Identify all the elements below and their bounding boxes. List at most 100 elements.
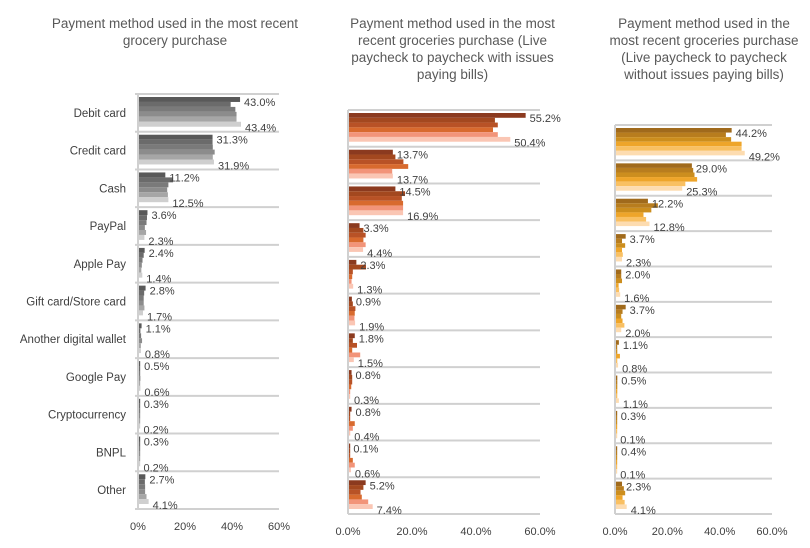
- bar-s2: [349, 485, 364, 490]
- category-label: Credit card: [70, 146, 126, 158]
- category-label: Debit card: [74, 108, 126, 120]
- bar-s2: [349, 154, 396, 160]
- data-label-first: 11.2%: [169, 172, 200, 184]
- bar-s2: [349, 301, 353, 307]
- bar-s4: [349, 494, 362, 500]
- bar-s1: [139, 474, 146, 480]
- bar-s4: [349, 347, 353, 353]
- bar-s6: [349, 173, 393, 179]
- chart-title: Payment method used in the most recent g…: [609, 16, 799, 82]
- bar-s2: [349, 264, 366, 270]
- bar-s5: [139, 380, 141, 386]
- bar-s6: [616, 186, 683, 191]
- category-label: Cash: [99, 183, 126, 195]
- bar-s2: [349, 227, 364, 233]
- bar-s4: [616, 247, 623, 253]
- bar-s6: [349, 247, 364, 252]
- bar-s1: [616, 234, 626, 239]
- bar-s4: [349, 164, 409, 169]
- bar-s6: [616, 327, 622, 333]
- bar-s6: [616, 221, 650, 227]
- bar-s4: [616, 353, 620, 359]
- bar-s4: [349, 384, 352, 390]
- bar-s6: [349, 504, 373, 509]
- bar-s5: [139, 154, 213, 160]
- bar-s5: [139, 267, 142, 273]
- bar-s6: [616, 398, 619, 403]
- bar-s4: [349, 237, 364, 243]
- bar-s4: [616, 318, 623, 324]
- bar-s4: [139, 489, 146, 495]
- bar-s3: [616, 490, 626, 496]
- bar-s1: [349, 259, 357, 265]
- bar-s4: [616, 177, 698, 182]
- bar-s2: [616, 274, 622, 279]
- bar-s1: [349, 370, 352, 375]
- data-label-last: 0.2%: [143, 425, 168, 437]
- bar-s2: [139, 366, 141, 371]
- bar-s1: [139, 172, 166, 178]
- data-label-first: 0.3%: [621, 411, 646, 423]
- bar-s2: [139, 403, 141, 409]
- bar-s5: [139, 418, 141, 424]
- bar-s5: [616, 393, 618, 399]
- bar-s2: [139, 139, 213, 145]
- bar-s1: [349, 223, 360, 228]
- bar-s4: [349, 200, 404, 206]
- data-label-last: 7.4%: [377, 505, 402, 517]
- data-label-first: 0.9%: [356, 297, 381, 309]
- bar-s3: [139, 446, 141, 452]
- bar-s1: [139, 436, 141, 442]
- bar-s1: [349, 113, 526, 118]
- data-label-first: 0.3%: [144, 399, 169, 411]
- bar-s5: [616, 216, 647, 222]
- bar-s2: [616, 309, 623, 314]
- bar-s4: [349, 421, 355, 426]
- data-label-first: 0.5%: [621, 376, 646, 388]
- data-label-last: 0.1%: [620, 434, 645, 446]
- bar-s4: [139, 300, 144, 306]
- bar-s2: [616, 380, 618, 385]
- category-label: Other: [97, 485, 126, 497]
- data-label-last: 1.9%: [359, 321, 384, 333]
- bar-s4: [139, 262, 142, 268]
- bar-s5: [349, 462, 355, 468]
- bar-s3: [139, 220, 147, 226]
- bar-s4: [349, 457, 353, 463]
- bar-s1: [616, 198, 648, 204]
- bar-s3: [616, 207, 652, 213]
- data-label-first: 0.8%: [356, 370, 381, 382]
- x-tick-label: 40%: [221, 521, 243, 533]
- data-label-first: 0.8%: [356, 407, 381, 419]
- data-label-last: 2.0%: [625, 328, 650, 340]
- bar-s3: [349, 453, 351, 458]
- category-label: PayPal: [90, 221, 126, 233]
- bar-s6: [616, 150, 745, 156]
- data-label-last: 1.3%: [357, 285, 382, 297]
- chart-title: Payment method used in the most recent g…: [350, 16, 555, 82]
- bar-s6: [616, 433, 618, 439]
- bar-s3: [349, 306, 356, 311]
- bar-s1: [349, 406, 352, 412]
- bar-s3: [139, 257, 143, 263]
- data-label-first: 3.7%: [630, 305, 655, 317]
- data-label-first: 2.3%: [626, 482, 651, 494]
- bar-s3: [349, 342, 357, 348]
- bar-s6: [139, 348, 141, 354]
- chart-title: Payment method used in the most recent g…: [51, 16, 299, 48]
- bar-s2: [616, 344, 618, 350]
- bar-s1: [349, 480, 366, 486]
- x-tick-label: 0.0%: [602, 526, 627, 538]
- bar-s5: [139, 305, 145, 311]
- bar-s5: [349, 132, 498, 137]
- data-label-first: 0.5%: [144, 361, 169, 373]
- bar-s1: [616, 375, 618, 381]
- data-label-last: 0.8%: [145, 349, 170, 361]
- bar-s6: [349, 357, 354, 363]
- data-label-last: 0.2%: [143, 462, 168, 474]
- bar-s6: [139, 423, 141, 429]
- data-label-last: 4.1%: [153, 500, 178, 512]
- bar-s3: [616, 278, 623, 284]
- data-label-last: 1.1%: [623, 399, 648, 411]
- bar-s2: [349, 448, 351, 454]
